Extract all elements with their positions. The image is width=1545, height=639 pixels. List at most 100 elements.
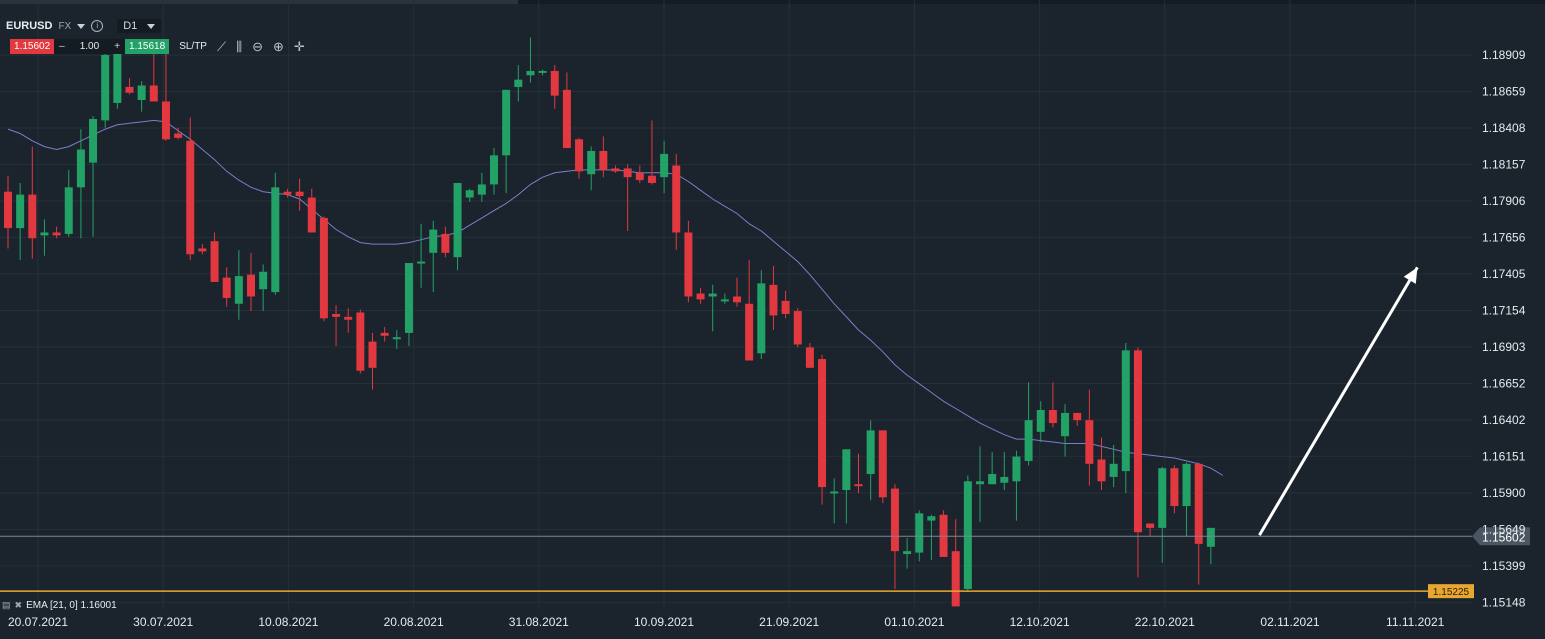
candle xyxy=(89,116,98,237)
y-tick-label: 1.15148 xyxy=(1482,595,1526,609)
candle-body xyxy=(344,316,353,320)
candle-body xyxy=(1073,412,1082,421)
candle-body xyxy=(1024,420,1033,461)
candle xyxy=(805,343,814,368)
candle xyxy=(1206,527,1215,565)
candle xyxy=(344,308,353,333)
timeframe-selector[interactable]: D1 xyxy=(117,19,162,33)
candle-body xyxy=(1036,409,1045,432)
candle xyxy=(404,263,413,346)
candle-body xyxy=(161,101,170,140)
x-tick-label: 22.10.2021 xyxy=(1135,615,1195,629)
candle xyxy=(927,514,936,560)
candle-body xyxy=(307,197,316,233)
candle-body xyxy=(210,241,219,282)
candle xyxy=(417,223,426,288)
info-icon[interactable]: i xyxy=(91,20,104,32)
candle xyxy=(647,120,656,185)
crosshair-icon[interactable]: ✛ xyxy=(293,39,305,54)
candle xyxy=(951,519,960,607)
candle-body xyxy=(550,70,559,96)
candle xyxy=(210,232,219,282)
candle xyxy=(76,129,85,239)
qty-plus-button[interactable]: + xyxy=(114,41,121,52)
candle xyxy=(477,172,486,202)
candle-body xyxy=(1000,476,1009,483)
current-price-label: 1.15602 xyxy=(1482,530,1526,544)
candle-body xyxy=(477,184,486,195)
candle-body xyxy=(866,430,875,475)
candle xyxy=(514,65,523,102)
candle-body xyxy=(830,491,839,494)
candle-body xyxy=(186,140,195,255)
candle xyxy=(101,44,110,128)
candle-body xyxy=(429,229,438,253)
x-tick-label: 01.10.2021 xyxy=(884,615,944,629)
ema-label: EMA [21, 0] 1.16001 xyxy=(26,600,117,611)
candle xyxy=(222,267,231,307)
candle-body xyxy=(1109,463,1118,477)
qty-minus-button[interactable]: – xyxy=(59,41,65,52)
sltp-button[interactable]: SL/TP xyxy=(179,41,207,52)
candle xyxy=(1024,382,1033,466)
candle-body xyxy=(259,271,268,290)
candle-body xyxy=(441,233,450,253)
x-tick-label: 20.08.2021 xyxy=(384,615,444,629)
candle xyxy=(1170,465,1179,514)
symbol-dropdown-icon[interactable] xyxy=(77,23,86,29)
y-tick-label: 1.16903 xyxy=(1482,340,1526,354)
y-tick-label: 1.18408 xyxy=(1482,121,1526,135)
y-tick-label: 1.16151 xyxy=(1482,449,1526,463)
candle-body xyxy=(903,551,912,555)
candle xyxy=(1097,437,1106,491)
candle xyxy=(708,284,717,332)
symbol-type: FX xyxy=(58,20,72,32)
candle-body xyxy=(16,194,25,229)
candle-body xyxy=(76,149,85,188)
candle xyxy=(1085,389,1094,486)
zoom-in-icon[interactable]: ⊕ xyxy=(272,39,284,54)
candle xyxy=(939,510,948,557)
candle-body xyxy=(64,187,73,234)
quantity-stepper[interactable]: – 1.00 + xyxy=(54,39,126,54)
candle-body xyxy=(526,70,535,76)
indicator-settings-icon[interactable]: ▤ xyxy=(2,600,11,610)
indicator-remove-icon[interactable]: ✖ xyxy=(14,600,23,610)
candle-body xyxy=(793,311,802,345)
candle xyxy=(1109,444,1118,488)
candle-body xyxy=(1048,409,1057,424)
candle-body xyxy=(951,551,960,607)
sell-button[interactable]: 1.15602 xyxy=(10,39,55,54)
candle xyxy=(842,449,851,524)
candle xyxy=(502,89,511,194)
candle-body xyxy=(295,191,304,197)
candle-body xyxy=(234,276,243,304)
y-tick-label: 1.16402 xyxy=(1482,413,1526,427)
candle xyxy=(356,309,365,374)
quantity-value[interactable]: 1.00 xyxy=(79,41,100,52)
candle xyxy=(161,49,170,141)
line-chart-icon[interactable]: ⟋ xyxy=(216,39,227,54)
candle-body xyxy=(854,484,863,487)
price-lines-group: 1.15225 1.15602 xyxy=(0,527,1530,599)
top-strip xyxy=(0,0,1545,4)
candle-body xyxy=(1121,350,1130,472)
symbol-name[interactable]: EURUSD xyxy=(6,20,53,32)
candle xyxy=(247,252,255,312)
candle-body xyxy=(1206,527,1215,547)
candle-body xyxy=(611,168,620,172)
buy-button[interactable]: 1.15618 xyxy=(125,39,170,54)
candle-body xyxy=(1012,456,1021,482)
candle-body xyxy=(271,187,280,293)
indicators-icon[interactable]: ⫼ xyxy=(236,39,243,54)
candle-body xyxy=(222,277,231,298)
zoom-out-icon[interactable]: ⊖ xyxy=(252,39,263,54)
candle xyxy=(1036,401,1045,443)
candle-body xyxy=(599,150,608,170)
candle-body xyxy=(769,284,778,316)
candle-body xyxy=(149,85,158,102)
candle xyxy=(259,264,268,312)
candle xyxy=(1146,523,1155,537)
candle xyxy=(769,265,778,330)
